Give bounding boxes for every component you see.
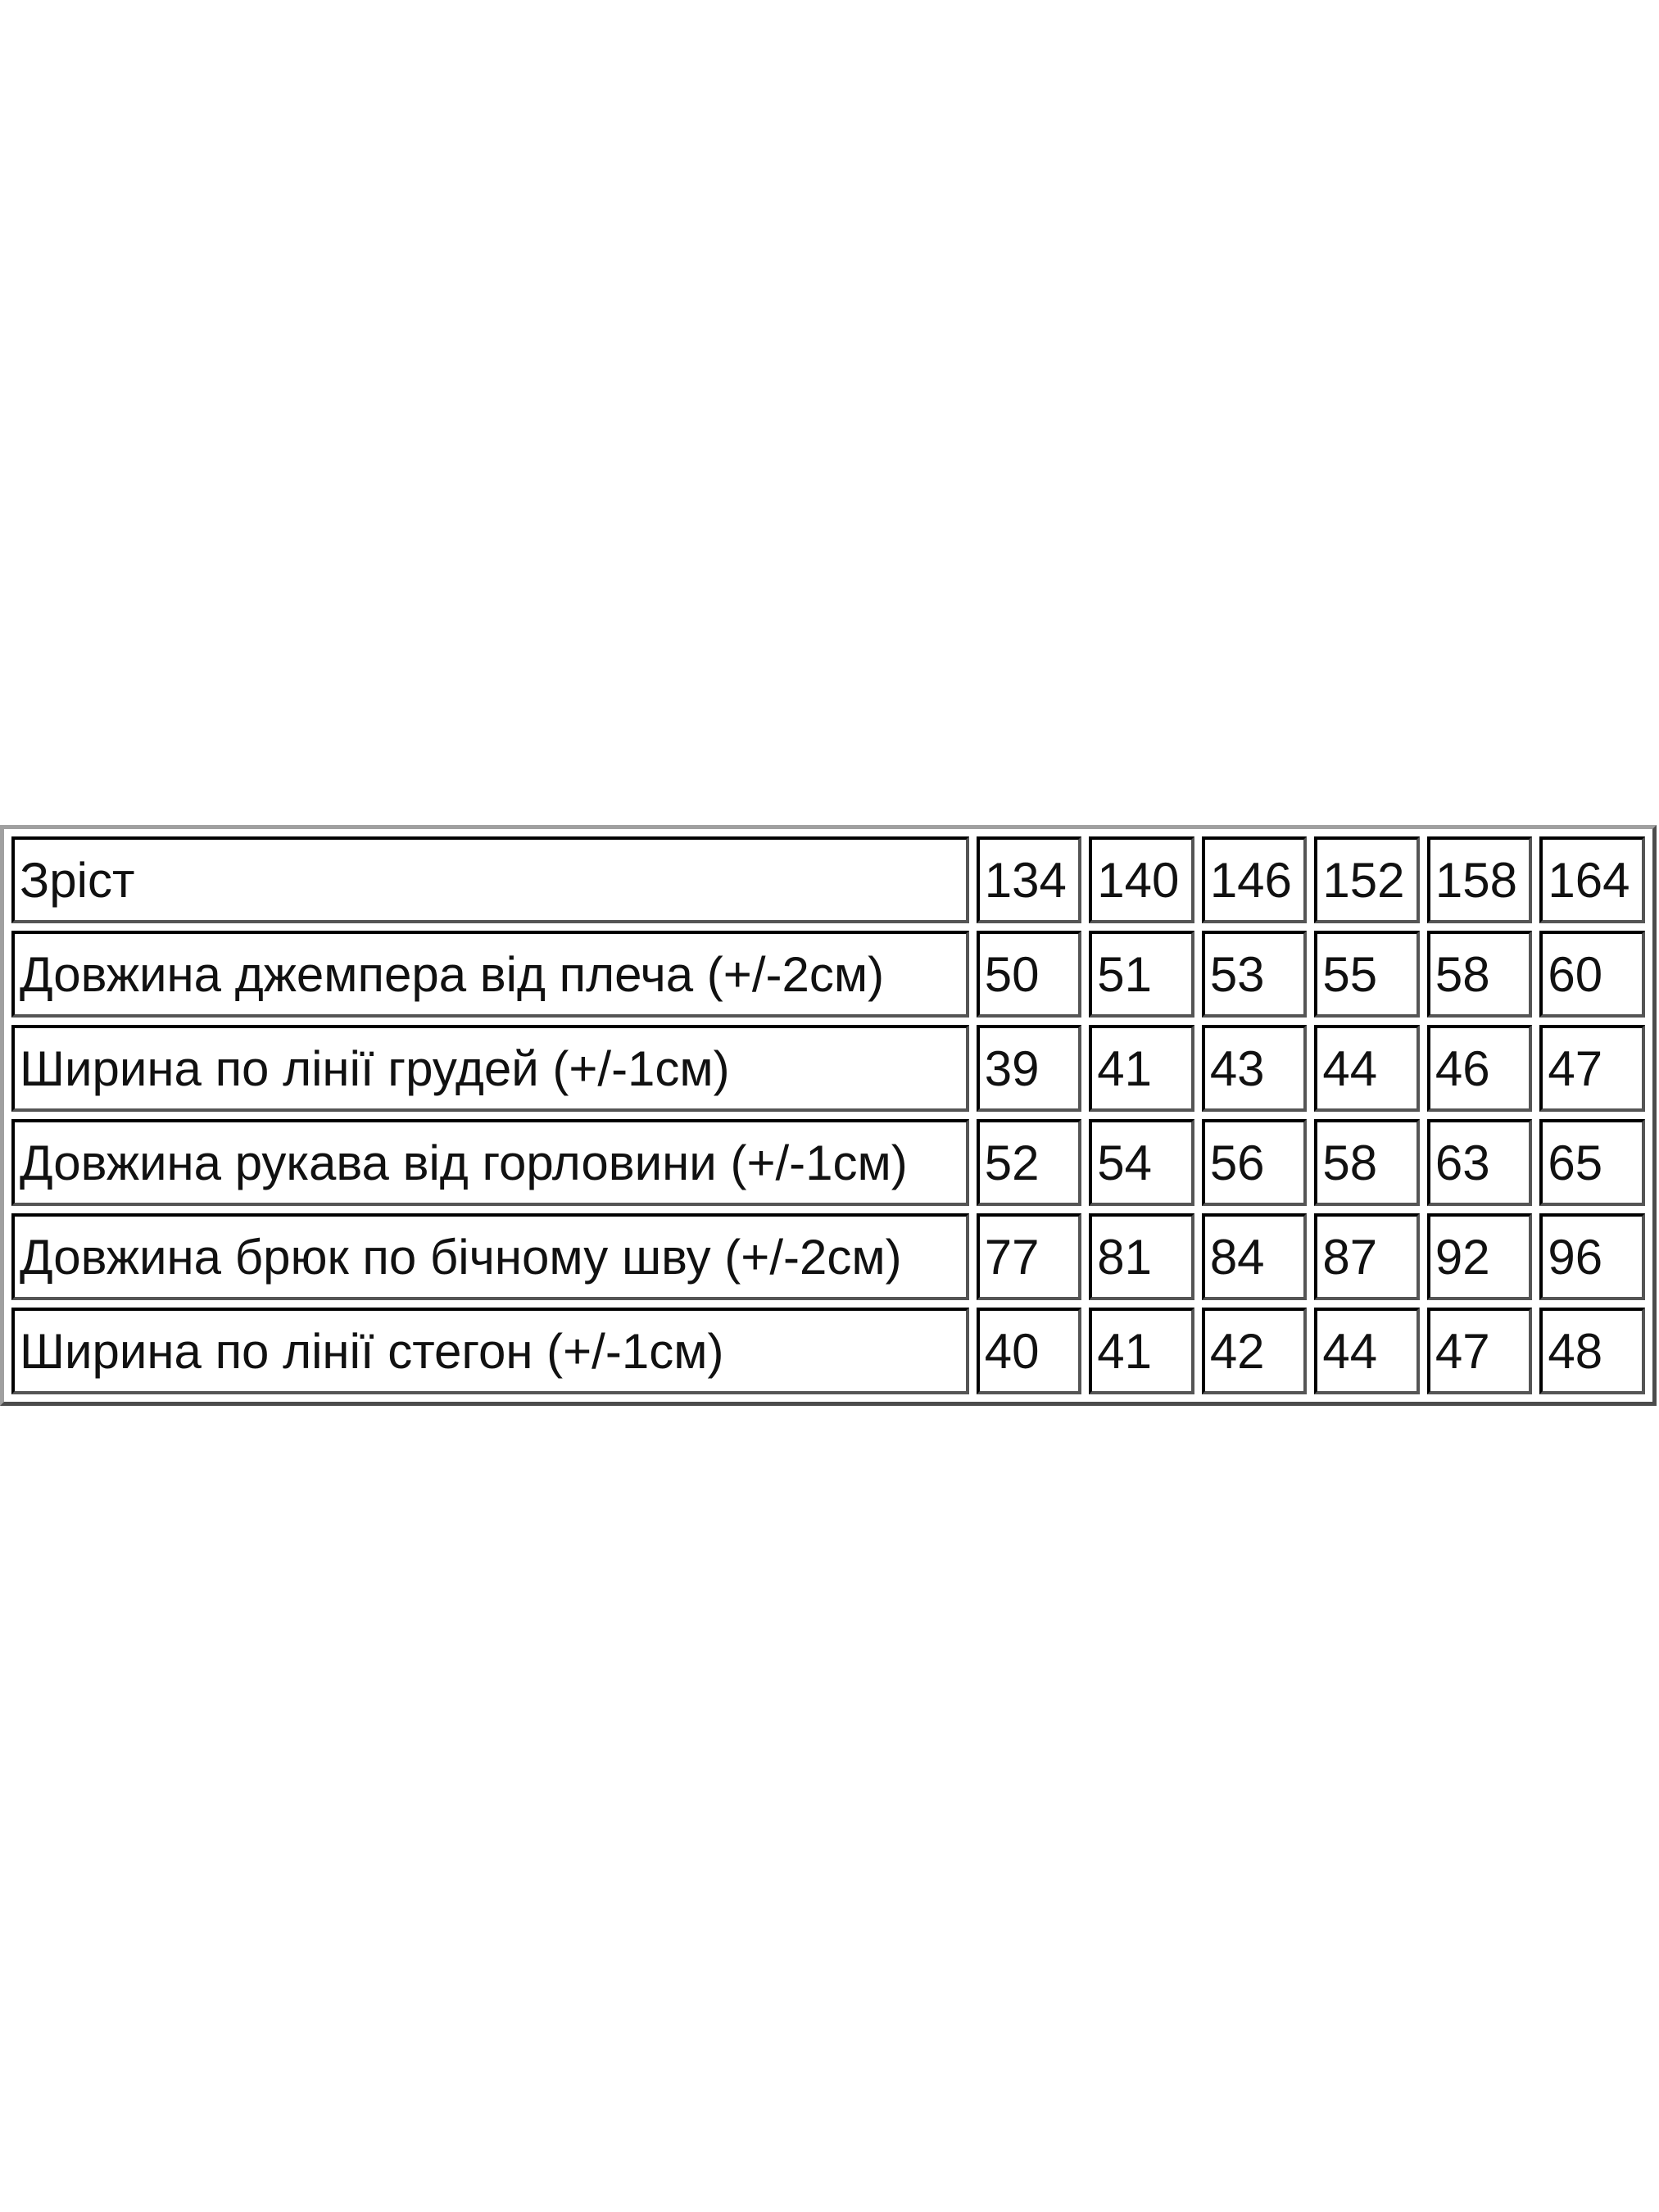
value-cell: 47 [1426,1308,1533,1394]
value-cell: 65 [1539,1119,1645,1206]
value-cell: 46 [1426,1025,1533,1112]
height-cell: 140 [1089,836,1194,923]
row-label: Довжина брюк по бічному шву (+/-2см) [11,1213,969,1300]
value-cell: 42 [1201,1308,1308,1394]
value-cell: 44 [1314,1025,1420,1112]
value-cell: 51 [1089,931,1194,1018]
table-row: Довжина джемпера від плеча (+/-2см) 50 51 5… [11,931,1645,1018]
height-cell: 134 [976,836,1082,923]
value-cell: 58 [1426,931,1533,1018]
height-cell: 158 [1426,836,1533,923]
value-cell: 92 [1426,1213,1533,1300]
row-label: Довжина джемпера від плеча (+/-2см) [11,931,969,1018]
value-cell: 84 [1201,1213,1308,1300]
value-cell: 55 [1314,931,1420,1018]
value-cell: 40 [976,1308,1082,1394]
value-cell: 39 [976,1025,1082,1112]
height-cell: 164 [1539,836,1645,923]
size-table: Зріст 134 140 146 152 158 164 Довжина дж… [0,825,1657,1406]
value-cell: 53 [1201,931,1308,1018]
value-cell: 87 [1314,1213,1420,1300]
value-cell: 41 [1089,1308,1194,1394]
value-cell: 56 [1201,1119,1308,1206]
value-cell: 52 [976,1119,1082,1206]
size-chart: Зріст 134 140 146 152 158 164 Довжина дж… [0,825,1657,1406]
table-row: Ширина по лінії стегон (+/-1см) 40 41 42 44 4… [11,1308,1645,1394]
header-row: Зріст 134 140 146 152 158 164 [11,836,1645,923]
value-cell: 47 [1539,1025,1645,1112]
value-cell: 60 [1539,931,1645,1018]
height-cell: 152 [1314,836,1420,923]
header-label: Зріст [11,836,969,923]
value-cell: 48 [1539,1308,1645,1394]
value-cell: 81 [1089,1213,1194,1300]
value-cell: 43 [1201,1025,1308,1112]
row-label: Ширина по лінії стегон (+/-1см) [11,1308,969,1394]
row-label: Довжина рукава від горловини (+/-1см) [11,1119,969,1206]
value-cell: 63 [1426,1119,1533,1206]
row-label: Ширина по лінії грудей (+/-1см) [11,1025,969,1112]
value-cell: 54 [1089,1119,1194,1206]
value-cell: 96 [1539,1213,1645,1300]
value-cell: 50 [976,931,1082,1018]
table-row: Ширина по лінії грудей (+/-1см) 39 41 43 44 4… [11,1025,1645,1112]
table-row: Довжина брюк по бічному шву (+/-2см) 77 81… [11,1213,1645,1300]
value-cell: 58 [1314,1119,1420,1206]
value-cell: 41 [1089,1025,1194,1112]
height-cell: 146 [1201,836,1308,923]
value-cell: 44 [1314,1308,1420,1394]
table-row: Довжина рукава від горловини (+/-1см) 52 5… [11,1119,1645,1206]
value-cell: 77 [976,1213,1082,1300]
